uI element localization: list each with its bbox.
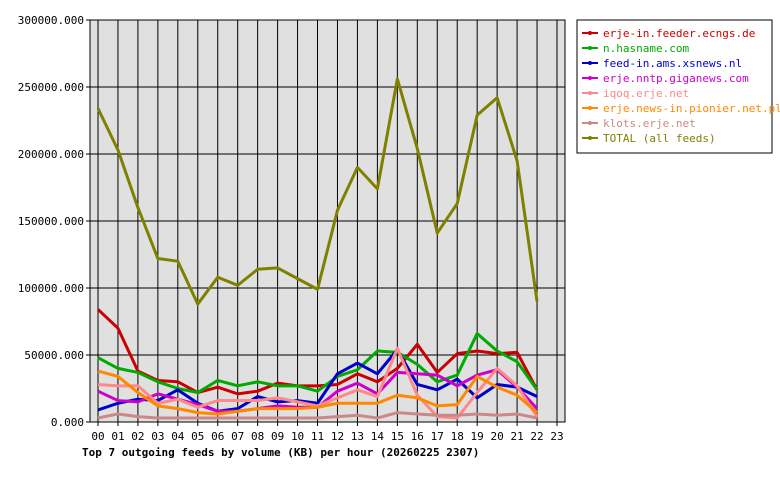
x-tick-label: 08 <box>251 430 264 443</box>
legend-marker <box>588 61 592 65</box>
legend-marker <box>588 136 592 140</box>
legend-label: feed-in.ams.xsnews.nl <box>603 57 742 70</box>
y-tick-label: 300000.000 <box>18 14 84 27</box>
legend-marker <box>588 76 592 80</box>
legend-label: TOTAL (all feeds) <box>603 132 716 145</box>
x-tick-label: 07 <box>231 430 244 443</box>
series-line <box>97 332 539 395</box>
x-tick-label: 23 <box>550 430 563 443</box>
legend-marker <box>588 91 592 95</box>
x-axis-ticks: 00 01 02 03 04 05 06 07 08 09 10 11 12 13 14 15 16 17 18 19… <box>91 422 564 443</box>
legend-box <box>576 19 773 154</box>
x-tick-label: 21 <box>510 430 523 443</box>
x-tick-label: 04 <box>171 430 185 443</box>
legend-label: erje.news-in.pionier.net.pl <box>603 102 780 115</box>
legend-marker <box>588 106 592 110</box>
x-tick-label: 15 <box>391 430 404 443</box>
series-line <box>96 308 539 396</box>
legend-label: iqoq.erje.net <box>603 87 689 100</box>
legend-label: erje-in.feeder.ecngs.de <box>603 27 755 40</box>
x-tick-label: 00 <box>91 430 104 443</box>
x-tick-label: 11 <box>311 430 324 443</box>
x-tick-label: 05 <box>191 430 204 443</box>
x-tick-label: 13 <box>351 430 364 443</box>
grid <box>90 19 565 423</box>
x-tick-label: 10 <box>291 430 304 443</box>
legend-label: erje.nntp.giganews.com <box>603 72 749 85</box>
legend-marker <box>588 121 592 125</box>
x-tick-label: 17 <box>431 430 444 443</box>
series-line <box>97 369 539 416</box>
y-tick-label: 150000.000 <box>18 215 84 228</box>
legend: erje-in.feeder.ecngs.de n.hasname.com feed… <box>582 27 780 145</box>
x-tick-label: 09 <box>271 430 284 443</box>
legend-marker <box>588 46 592 50</box>
x-tick-label: 20 <box>491 430 504 443</box>
x-tick-label: 14 <box>371 430 385 443</box>
legend-marker <box>588 31 592 35</box>
x-tick-label: 01 <box>111 430 124 443</box>
series-line <box>97 411 538 420</box>
y-tick-label: 100000.000 <box>18 282 84 295</box>
x-tick-label: 02 <box>131 430 144 443</box>
series-line <box>96 77 539 306</box>
x-tick-label: 12 <box>331 430 344 443</box>
legend-label: klots.erje.net <box>603 117 696 130</box>
y-tick-label: 200000.000 <box>18 148 84 161</box>
x-tick-label: 06 <box>211 430 224 443</box>
x-tick-label: 22 <box>530 430 543 443</box>
series-line <box>97 348 538 413</box>
y-tick-label: 0.000 <box>51 416 84 429</box>
x-tick-label: 16 <box>411 430 424 443</box>
chart-title: Top 7 outgoing feeds by volume (KB) per … <box>82 446 479 459</box>
x-tick-label: 18 <box>451 430 464 443</box>
x-tick-label: 03 <box>151 430 164 443</box>
y-tick-label: 250000.000 <box>18 81 84 94</box>
y-axis-ticks: 0.000 50000.000 100000.000 150000.000 200000… <box>18 14 90 429</box>
x-tick-label: 19 <box>471 430 484 443</box>
series-lines <box>96 77 539 420</box>
y-tick-label: 50000.000 <box>24 349 84 362</box>
legend-label: n.hasname.com <box>603 42 689 55</box>
